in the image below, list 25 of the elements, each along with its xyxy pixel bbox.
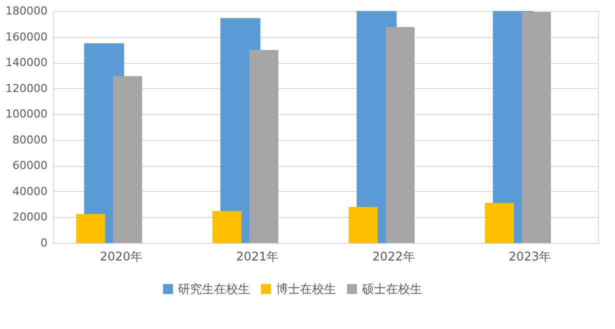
legend-label: 研究生在校生: [178, 282, 250, 296]
bar: [113, 76, 142, 243]
bar: [212, 211, 242, 243]
y-tick-label: 40000: [12, 184, 48, 198]
bar: [484, 203, 514, 243]
legend-label: 硕士在校生: [361, 282, 422, 296]
y-tick-label: 160000: [6, 30, 48, 44]
y-tick-label: 120000: [6, 82, 48, 95]
y-tick-label: 180000: [6, 4, 48, 18]
x-tick-label: 2021年: [236, 250, 279, 264]
legend-label: 博士在校生: [276, 282, 336, 296]
y-tick-label: 20000: [12, 210, 48, 224]
bar: [386, 26, 415, 243]
y-tick-label: 80000: [12, 133, 48, 146]
bar: [348, 207, 378, 243]
y-tick-label: 0: [40, 236, 48, 250]
y-tick-label: 140000: [6, 56, 48, 70]
x-tick-label: 2023年: [508, 250, 552, 264]
bar: [249, 50, 278, 243]
y-tick-label: 100000: [6, 108, 48, 121]
bar: [522, 12, 551, 243]
bar: [76, 214, 106, 243]
x-tick-label: 2022年: [372, 250, 415, 264]
y-tick-label: 60000: [12, 159, 48, 172]
x-tick-label: 2020年: [100, 250, 142, 264]
